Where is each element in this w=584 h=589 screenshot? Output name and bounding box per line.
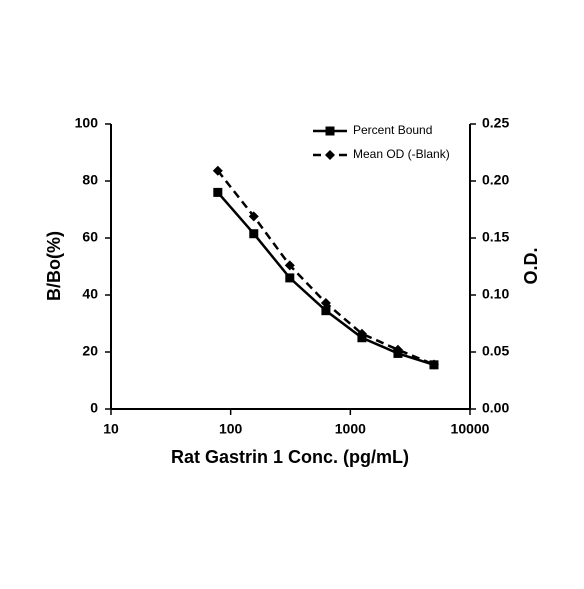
marker [248, 211, 259, 222]
y-tick-label: 60 [82, 229, 98, 245]
marker [321, 306, 331, 316]
y2-tick-label: 0.25 [482, 115, 509, 131]
marker [428, 359, 439, 370]
y-tick-label: 40 [82, 286, 98, 302]
x-tick-label: 10000 [451, 421, 490, 437]
legend-marker [325, 150, 335, 160]
marker [249, 229, 259, 239]
x-tick-label: 100 [219, 421, 243, 437]
marker [320, 297, 331, 308]
legend-label: Percent Bound [353, 123, 432, 137]
series-line [216, 169, 435, 366]
y2-tick-label: 0.20 [482, 172, 509, 188]
y2-tick-label: 0.10 [482, 286, 509, 302]
marker [284, 260, 295, 271]
x-tick-label: 10 [103, 421, 119, 437]
y-axis-title: B/Bo(%) [44, 231, 64, 301]
marker [212, 165, 223, 176]
marker [285, 273, 295, 283]
y2-tick-label: 0.00 [482, 400, 509, 416]
y-tick-label: 100 [75, 115, 99, 131]
y-tick-label: 0 [90, 400, 98, 416]
y2-tick-label: 0.15 [482, 229, 509, 245]
y-tick-label: 80 [82, 172, 98, 188]
legend-label: Mean OD (-Blank) [353, 147, 450, 161]
marker [213, 187, 223, 197]
legend-marker [325, 126, 335, 136]
series-line [216, 191, 435, 367]
y-tick-label: 20 [82, 343, 98, 359]
x-tick-label: 1000 [335, 421, 366, 437]
y2-tick-label: 0.05 [482, 343, 509, 359]
marker [356, 328, 367, 339]
x-axis-title: Rat Gastrin 1 Conc. (pg/mL) [171, 447, 409, 467]
y2-axis-title: O.D. [521, 247, 541, 284]
marker [392, 344, 403, 355]
